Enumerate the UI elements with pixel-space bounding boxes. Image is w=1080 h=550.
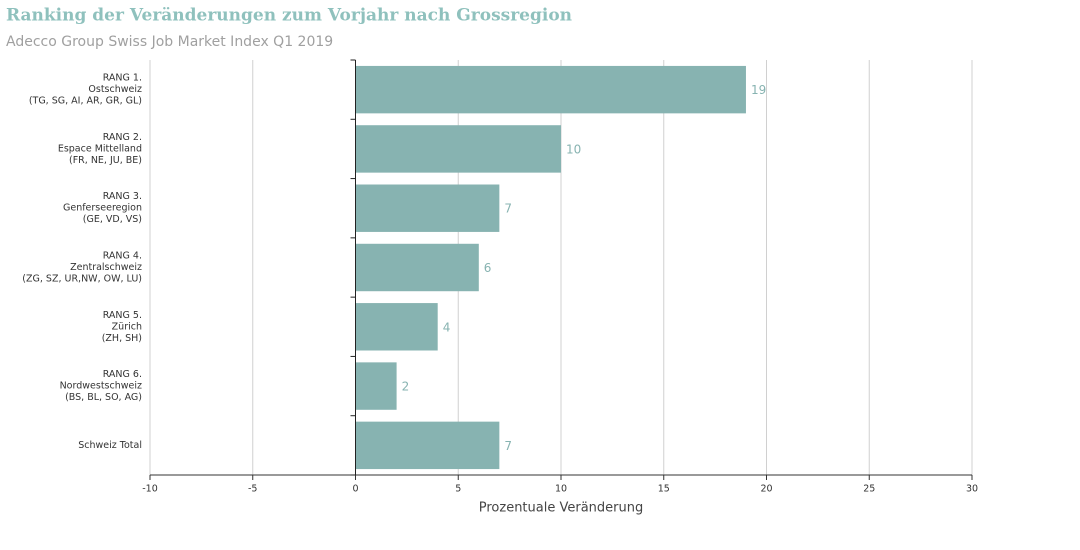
x-tick-label: 25: [863, 484, 875, 495]
y-tick-label: Nordwestschweiz: [60, 381, 142, 392]
y-tick-label: Espace Mittelland: [58, 143, 142, 154]
y-tick-label: RANG 3.: [103, 191, 142, 202]
value-label: 4: [443, 320, 451, 334]
chart-title: Ranking der Veränderungen zum Vorjahr na…: [6, 6, 572, 26]
bar: [355, 184, 500, 232]
y-tick-label: (TG, SG, AI, AR, GR, GL): [29, 96, 142, 107]
y-tick-label: Genferseeregion: [63, 203, 142, 214]
x-tick-label: 20: [760, 484, 772, 495]
chart-subtitle: Adecco Group Swiss Job Market Index Q1 2…: [6, 34, 333, 50]
y-tick-label: RANG 6.: [103, 369, 142, 380]
y-tick-label: RANG 5.: [103, 310, 142, 321]
y-tick-label: RANG 4.: [103, 251, 142, 262]
value-label: 6: [484, 261, 492, 275]
y-tick-label: Zentralschweiz: [70, 262, 142, 273]
y-tick-label: RANG 2.: [103, 132, 142, 143]
bar: [355, 243, 479, 292]
bar: [355, 421, 500, 470]
x-axis-label: Prozentuale Veränderung: [479, 501, 644, 516]
y-tick-label: (ZG, SZ, UR,NW, OW, LU): [22, 274, 142, 285]
bar: [355, 125, 561, 173]
value-label: 2: [402, 380, 410, 394]
value-label: 7: [504, 439, 512, 453]
x-tick-label: -10: [142, 484, 158, 495]
y-tick-label: (ZH, SH): [102, 333, 142, 344]
y-tick-label: (FR, NE, JU, BE): [69, 155, 142, 166]
x-tick-label: 0: [352, 484, 358, 495]
y-tick-label: RANG 1.: [103, 73, 142, 84]
value-label: 19: [751, 83, 766, 97]
x-tick-label: 15: [658, 484, 670, 495]
x-tick-label: -5: [248, 484, 257, 495]
value-label: 7: [504, 202, 512, 216]
y-tick-label: Ostschweiz: [88, 84, 142, 95]
y-tick-label: Zürich: [112, 321, 142, 332]
bar: [355, 65, 746, 114]
y-tick-label: (BS, BL, SO, AG): [65, 392, 142, 403]
y-tick-label: Schweiz Total: [78, 440, 142, 451]
value-label: 10: [566, 142, 581, 156]
x-tick-label: 5: [455, 484, 461, 495]
y-tick-label: (GE, VD, VS): [83, 214, 142, 225]
x-tick-label: 30: [966, 484, 978, 495]
x-tick-label: 10: [555, 484, 567, 495]
bar: [355, 303, 438, 351]
bar: [355, 362, 397, 410]
